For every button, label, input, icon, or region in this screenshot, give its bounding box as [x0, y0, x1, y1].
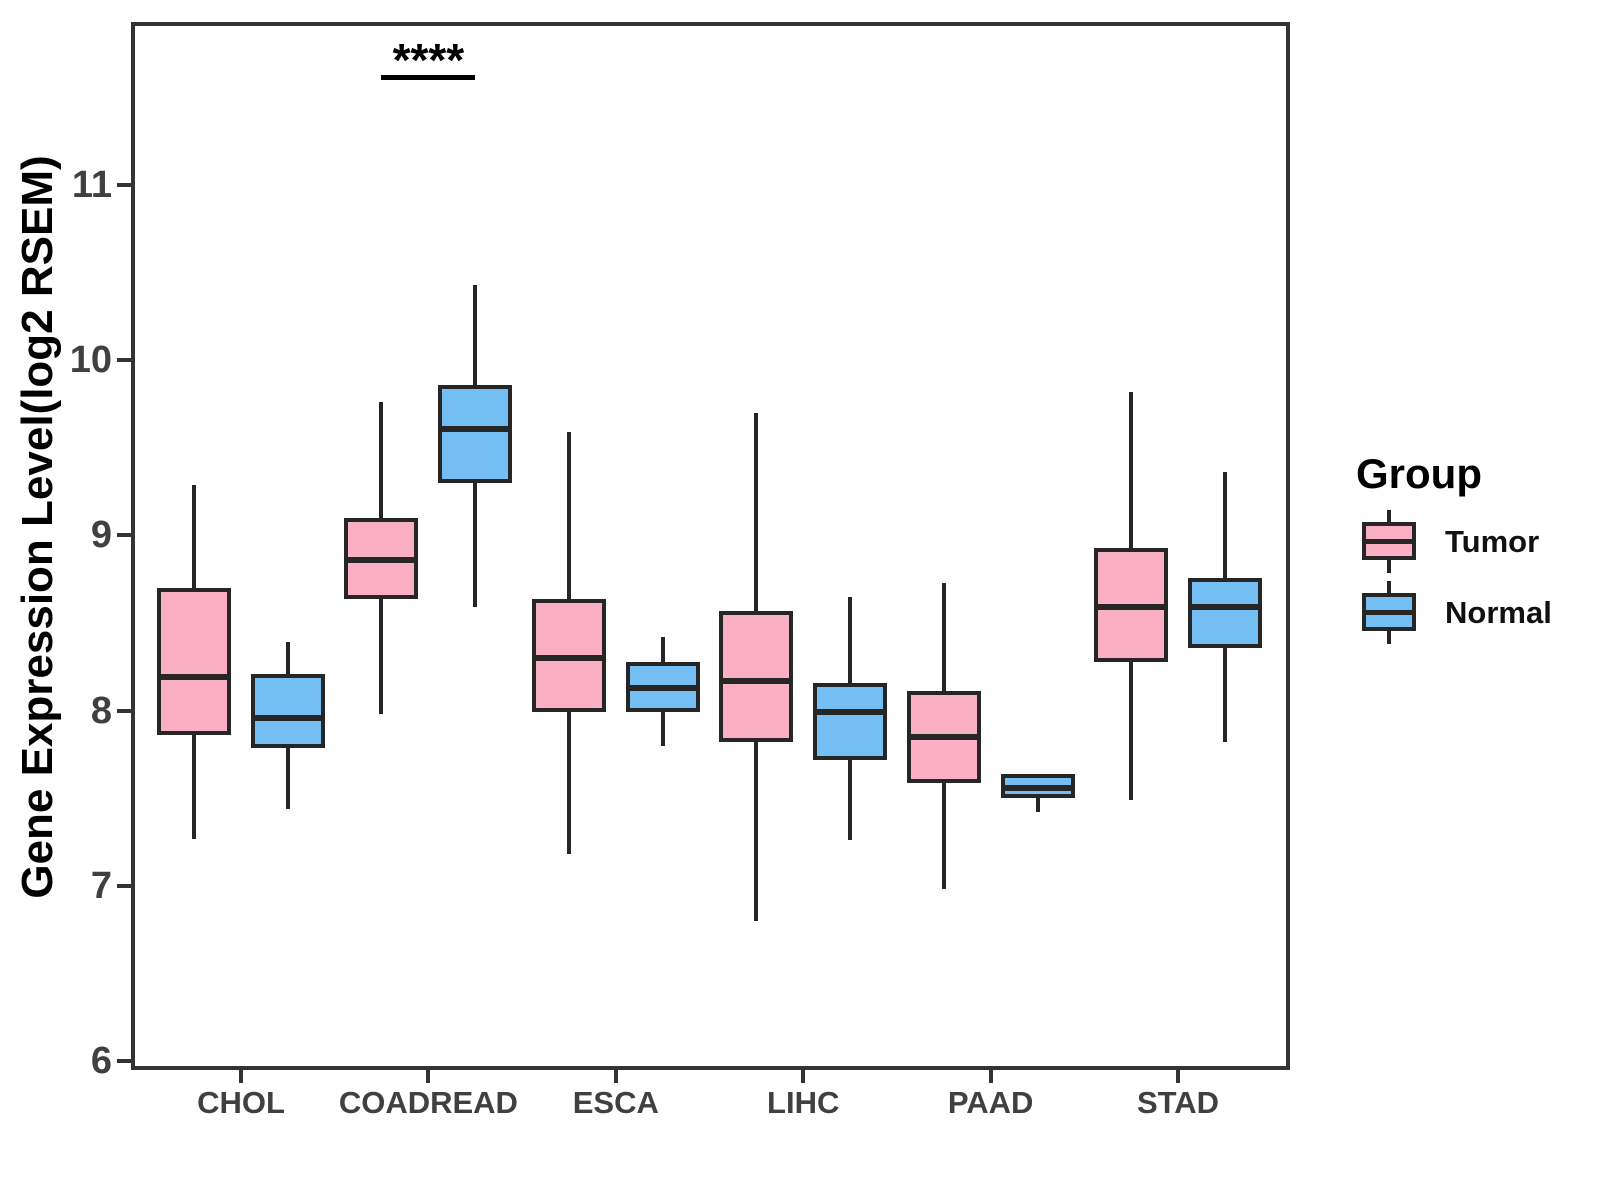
box-STAD-Normal [1188, 577, 1262, 648]
legend-label-tumor: Tumor [1445, 524, 1540, 559]
x-tick-label: CHOL [197, 1085, 285, 1120]
median-line-PAAD-Tumor [906, 734, 981, 741]
x-tick-label: COADREAD [338, 1085, 518, 1120]
x-tick [1176, 1070, 1180, 1083]
x-tick [613, 1070, 618, 1083]
legend-key-median [1362, 539, 1416, 544]
x-tick [801, 1070, 806, 1083]
median-line-ESCA-Normal [625, 684, 700, 691]
y-tick [117, 533, 131, 538]
legend-key-normal-icon [1362, 581, 1418, 644]
box-CHOL-Normal [251, 673, 325, 748]
x-tick-label: PAAD [947, 1085, 1034, 1120]
median-line-LIHC-Normal [813, 709, 888, 716]
box-LIHC-Normal [813, 682, 888, 760]
y-tick [117, 182, 131, 187]
median-line-CHOL-Normal [251, 714, 325, 721]
y-tick-label: 6 [90, 1040, 112, 1083]
x-tick-label: LIHC [767, 1085, 840, 1120]
median-line-STAD-Normal [1188, 604, 1262, 611]
box-LIHC-Tumor [719, 610, 794, 743]
legend-title: Group [1356, 450, 1482, 497]
median-line-CHOL-Tumor [157, 674, 231, 681]
box-COADREAD-Normal [438, 384, 513, 483]
y-tick [117, 708, 131, 713]
significance-stars: **** [392, 33, 465, 86]
y-tick-label: 8 [90, 689, 112, 732]
median-line-LIHC-Tumor [719, 677, 794, 684]
significance-bar [381, 74, 476, 80]
box-CHOL-Tumor [157, 588, 231, 736]
x-tick [239, 1070, 243, 1083]
y-tick-label: 9 [90, 514, 112, 557]
median-line-PAAD-Normal [1000, 784, 1075, 791]
x-tick [426, 1070, 431, 1083]
median-line-ESCA-Tumor [531, 655, 606, 662]
y-tick-label: 7 [90, 864, 112, 907]
x-tick-label: ESCA [572, 1085, 659, 1120]
median-line-COADREAD-Tumor [344, 557, 419, 564]
plot-panel [131, 22, 1290, 1070]
y-tick-label: 10 [69, 339, 112, 382]
median-line-STAD-Tumor [1094, 604, 1168, 611]
x-tick-label: STAD [1136, 1085, 1220, 1120]
legend-label-normal: Normal [1445, 595, 1552, 630]
y-tick [117, 1059, 131, 1064]
y-tick [117, 358, 131, 363]
legend-key-tumor-icon [1362, 510, 1418, 573]
x-tick [988, 1070, 993, 1083]
y-tick-label: 11 [71, 163, 112, 206]
legend-key-median [1362, 610, 1416, 615]
y-tick [117, 883, 131, 888]
median-line-COADREAD-Normal [438, 425, 513, 432]
